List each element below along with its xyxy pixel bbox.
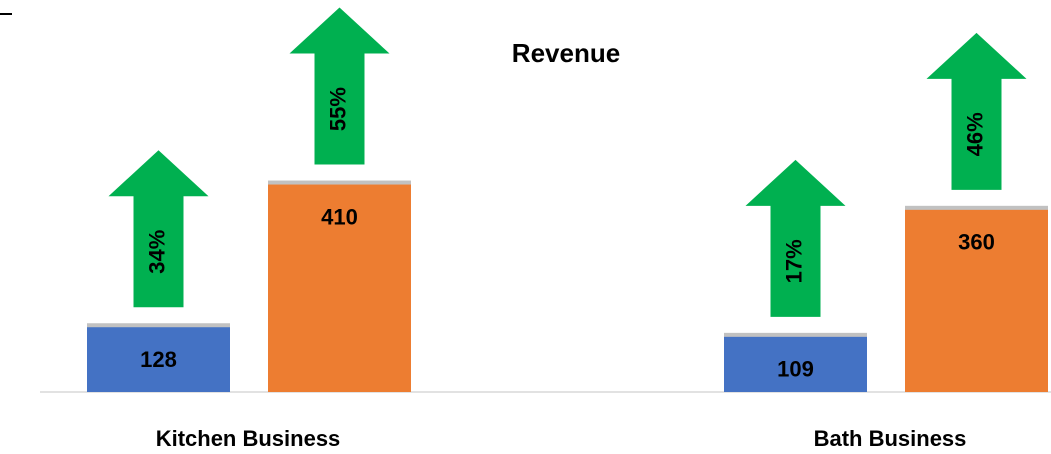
growth-label: 17% [781,239,806,283]
bar [905,209,1048,392]
bar-shadow [724,332,867,339]
growth-label: 46% [962,112,987,156]
growth-arrow [926,32,1027,190]
x-tick-label: Kitchen Business [156,426,341,451]
data-label: 109 [777,357,814,382]
bar [268,184,411,392]
growth-label: 55% [325,87,350,131]
growth-arrow [108,150,209,308]
bar-shadow [87,323,230,330]
x-tick-label: Bath Business [814,426,967,451]
bar [87,327,230,392]
data-label: 360 [958,230,995,255]
chart-title: Revenue [512,38,620,68]
growth-arrow [289,7,390,165]
bar-shadow [268,180,411,187]
bar-shadow [905,205,1048,212]
data-label: 410 [321,204,358,229]
bar [724,336,867,392]
data-label: 128 [140,347,177,372]
growth-arrow [745,159,846,317]
growth-label: 34% [144,230,169,274]
